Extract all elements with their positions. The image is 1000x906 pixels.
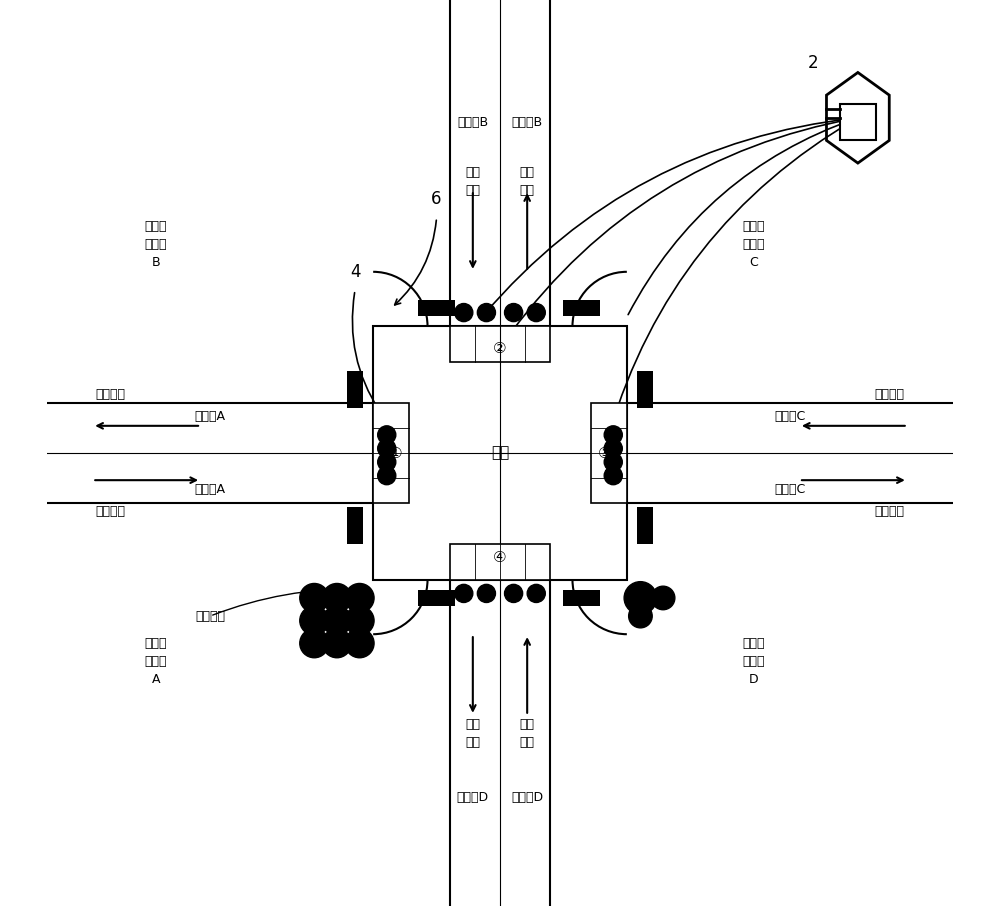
Circle shape — [322, 629, 351, 658]
Circle shape — [604, 426, 622, 444]
Text: 行人等
待区域
D: 行人等 待区域 D — [742, 637, 765, 686]
Text: 出口道C: 出口道C — [774, 483, 806, 496]
Bar — [637, 507, 653, 544]
Bar — [840, 104, 876, 140]
Text: 人行横道: 人行横道 — [195, 610, 225, 622]
Circle shape — [300, 606, 329, 635]
Text: 行人等
待区域
B: 行人等 待区域 B — [144, 220, 167, 269]
Circle shape — [651, 586, 675, 610]
Circle shape — [455, 304, 473, 322]
Bar — [347, 507, 363, 544]
Circle shape — [345, 629, 374, 658]
Circle shape — [378, 467, 396, 485]
Text: 2: 2 — [807, 54, 818, 72]
Circle shape — [604, 467, 622, 485]
Circle shape — [300, 629, 329, 658]
Text: 行驶方向: 行驶方向 — [875, 388, 905, 400]
Text: 行驶
方向: 行驶 方向 — [520, 718, 535, 749]
Text: 入口道B: 入口道B — [457, 116, 488, 129]
Bar — [637, 371, 653, 408]
Text: ①: ① — [389, 446, 403, 460]
Circle shape — [527, 304, 545, 322]
Bar — [591, 403, 627, 503]
Circle shape — [852, 117, 863, 128]
Text: 出口道B: 出口道B — [512, 116, 543, 129]
Bar — [347, 371, 363, 408]
Circle shape — [505, 584, 523, 602]
Text: 6: 6 — [431, 190, 442, 208]
Bar — [373, 403, 409, 503]
Text: ③: ③ — [597, 446, 611, 460]
Text: 行驶方向: 行驶方向 — [95, 388, 125, 400]
Text: 行人等
待区域
C: 行人等 待区域 C — [742, 220, 765, 269]
Text: 4: 4 — [350, 263, 360, 281]
Circle shape — [455, 584, 473, 602]
Bar — [563, 300, 600, 316]
Bar — [418, 300, 455, 316]
Circle shape — [378, 439, 396, 458]
Circle shape — [322, 606, 351, 635]
Circle shape — [322, 583, 351, 612]
Circle shape — [527, 584, 545, 602]
Circle shape — [624, 582, 657, 614]
Circle shape — [378, 426, 396, 444]
Text: 行驶
方向: 行驶 方向 — [465, 718, 480, 749]
Text: 行驶
方向: 行驶 方向 — [465, 166, 480, 197]
Text: 入口道D: 入口道D — [511, 791, 543, 804]
Bar — [373, 326, 627, 580]
Circle shape — [629, 604, 652, 628]
Bar — [450, 326, 550, 362]
Text: 行驶方向: 行驶方向 — [875, 506, 905, 518]
Bar — [563, 590, 600, 606]
Text: ②: ② — [493, 342, 507, 356]
Bar — [418, 590, 455, 606]
Text: 入口道A: 入口道A — [195, 483, 226, 496]
Circle shape — [604, 453, 622, 471]
Circle shape — [505, 304, 523, 322]
Text: ④: ④ — [493, 550, 507, 564]
Text: 出口道D: 出口道D — [457, 791, 489, 804]
Circle shape — [345, 606, 374, 635]
Text: 入口道C: 入口道C — [774, 410, 806, 423]
Circle shape — [378, 453, 396, 471]
Circle shape — [477, 304, 495, 322]
Bar — [450, 544, 550, 580]
Text: 出口道A: 出口道A — [195, 410, 226, 423]
Text: 行驶
方向: 行驶 方向 — [520, 166, 535, 197]
Text: 行人等
待区域
A: 行人等 待区域 A — [144, 637, 167, 686]
Circle shape — [300, 583, 329, 612]
Circle shape — [477, 584, 495, 602]
Circle shape — [604, 439, 622, 458]
Text: 路口: 路口 — [491, 446, 509, 460]
Text: 行驶方向: 行驶方向 — [95, 506, 125, 518]
Circle shape — [345, 583, 374, 612]
